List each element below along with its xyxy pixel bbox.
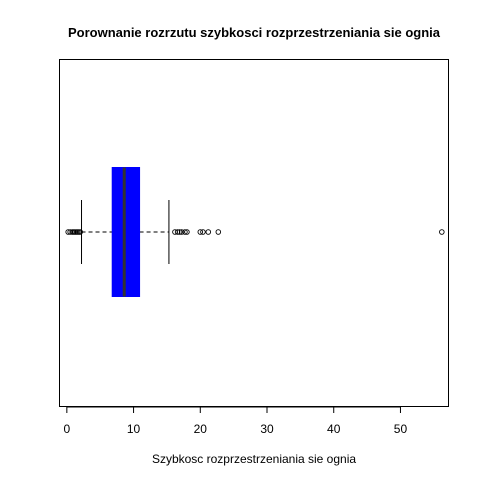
x-tick-label: 50 — [394, 422, 408, 436]
x-tick-label: 0 — [63, 422, 70, 436]
outlier-point — [440, 230, 445, 235]
x-tick-label: 20 — [194, 422, 208, 436]
x-tick-label: 40 — [327, 422, 341, 436]
x-tick-label: 30 — [260, 422, 274, 436]
chart-title: Porownanie rozrzutu szybkosci rozprzestr… — [68, 25, 441, 40]
outlier-point — [206, 230, 211, 235]
plot-marks — [66, 168, 444, 297]
x-axis-label: Szybkosc rozprzestrzeniania sie ognia — [152, 452, 356, 466]
outlier-point — [216, 230, 221, 235]
x-tick-label: 10 — [127, 422, 141, 436]
x-axis: 0 10 20 30 40 50 — [63, 407, 407, 436]
box-iqr — [112, 168, 139, 297]
